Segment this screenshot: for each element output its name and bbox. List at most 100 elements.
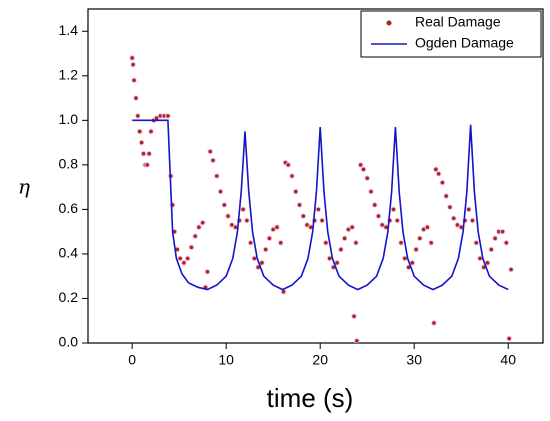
legend-box [360, 10, 542, 58]
point [300, 213, 307, 219]
point [450, 215, 457, 222]
point [217, 188, 224, 195]
point [354, 337, 360, 343]
point [292, 188, 299, 195]
point [353, 240, 359, 246]
legend-label: Real Damage [415, 14, 501, 30]
point [204, 268, 211, 275]
point [213, 173, 220, 179]
point [435, 170, 442, 177]
point [184, 255, 191, 262]
y-axis-label: η [18, 175, 30, 199]
point [360, 166, 367, 173]
point [129, 55, 135, 61]
point [492, 235, 498, 242]
point [262, 246, 269, 253]
y-tick-label: 0.4 [59, 245, 79, 261]
point [508, 266, 514, 273]
point [424, 224, 431, 231]
point [315, 206, 322, 213]
point [244, 217, 250, 224]
plot [129, 55, 514, 343]
point [199, 219, 206, 226]
legend-marker [386, 20, 392, 26]
point [181, 260, 187, 266]
point [488, 246, 495, 253]
point [417, 235, 423, 242]
point [138, 139, 145, 146]
point [447, 204, 453, 210]
point [192, 233, 198, 239]
line [132, 119, 509, 291]
point [188, 244, 195, 251]
point [196, 224, 202, 231]
point [165, 113, 171, 119]
point [375, 213, 382, 219]
point [177, 255, 183, 262]
point [351, 313, 357, 320]
point [289, 173, 295, 179]
point [431, 320, 437, 326]
point [349, 224, 355, 231]
point [326, 255, 333, 262]
point [319, 217, 325, 224]
point [433, 166, 439, 173]
point [148, 128, 154, 135]
point [357, 162, 364, 168]
y-tick-label: 1.2 [59, 67, 79, 83]
point [506, 335, 512, 342]
point [338, 246, 344, 253]
point [133, 95, 139, 101]
point [390, 206, 397, 213]
point [364, 175, 371, 182]
point [251, 255, 258, 262]
point [225, 213, 231, 219]
point [240, 206, 246, 213]
point [207, 148, 214, 155]
y-tick-label: 0.0 [59, 334, 79, 350]
point [146, 150, 152, 157]
x-tick-label: 0 [128, 352, 136, 368]
point [368, 188, 374, 195]
point [402, 255, 408, 262]
x-tick-label: 30 [406, 352, 422, 368]
point [499, 228, 506, 235]
point [131, 77, 137, 84]
point [503, 240, 510, 246]
point [477, 255, 483, 262]
point [140, 150, 147, 157]
point [280, 288, 287, 295]
point [266, 235, 273, 242]
point [469, 217, 476, 224]
x-tick-label: 40 [500, 352, 516, 368]
point [413, 246, 419, 253]
y-tick-label: 0.2 [59, 289, 79, 305]
point [144, 162, 151, 168]
point [465, 206, 472, 213]
plot-frame [87, 8, 544, 344]
point [296, 202, 303, 208]
point [135, 113, 141, 119]
y-tick-label: 0.6 [59, 200, 79, 216]
point [394, 217, 401, 224]
point [130, 61, 136, 68]
legend-label: Ogden Damage [415, 35, 514, 51]
point [247, 240, 254, 246]
point [443, 193, 449, 199]
y-tick-label: 1.0 [59, 111, 79, 127]
point [323, 240, 329, 246]
point [210, 157, 216, 164]
point [285, 162, 292, 168]
point [398, 240, 404, 246]
point [274, 224, 280, 231]
point [341, 235, 348, 242]
x-axis-label: time (s) [267, 383, 354, 413]
point [136, 128, 143, 135]
point [221, 202, 228, 208]
point [371, 202, 378, 208]
point [439, 179, 446, 186]
y-tick-label: 0.8 [59, 156, 79, 172]
point [277, 240, 284, 246]
y-tick-label: 1.4 [59, 22, 79, 38]
